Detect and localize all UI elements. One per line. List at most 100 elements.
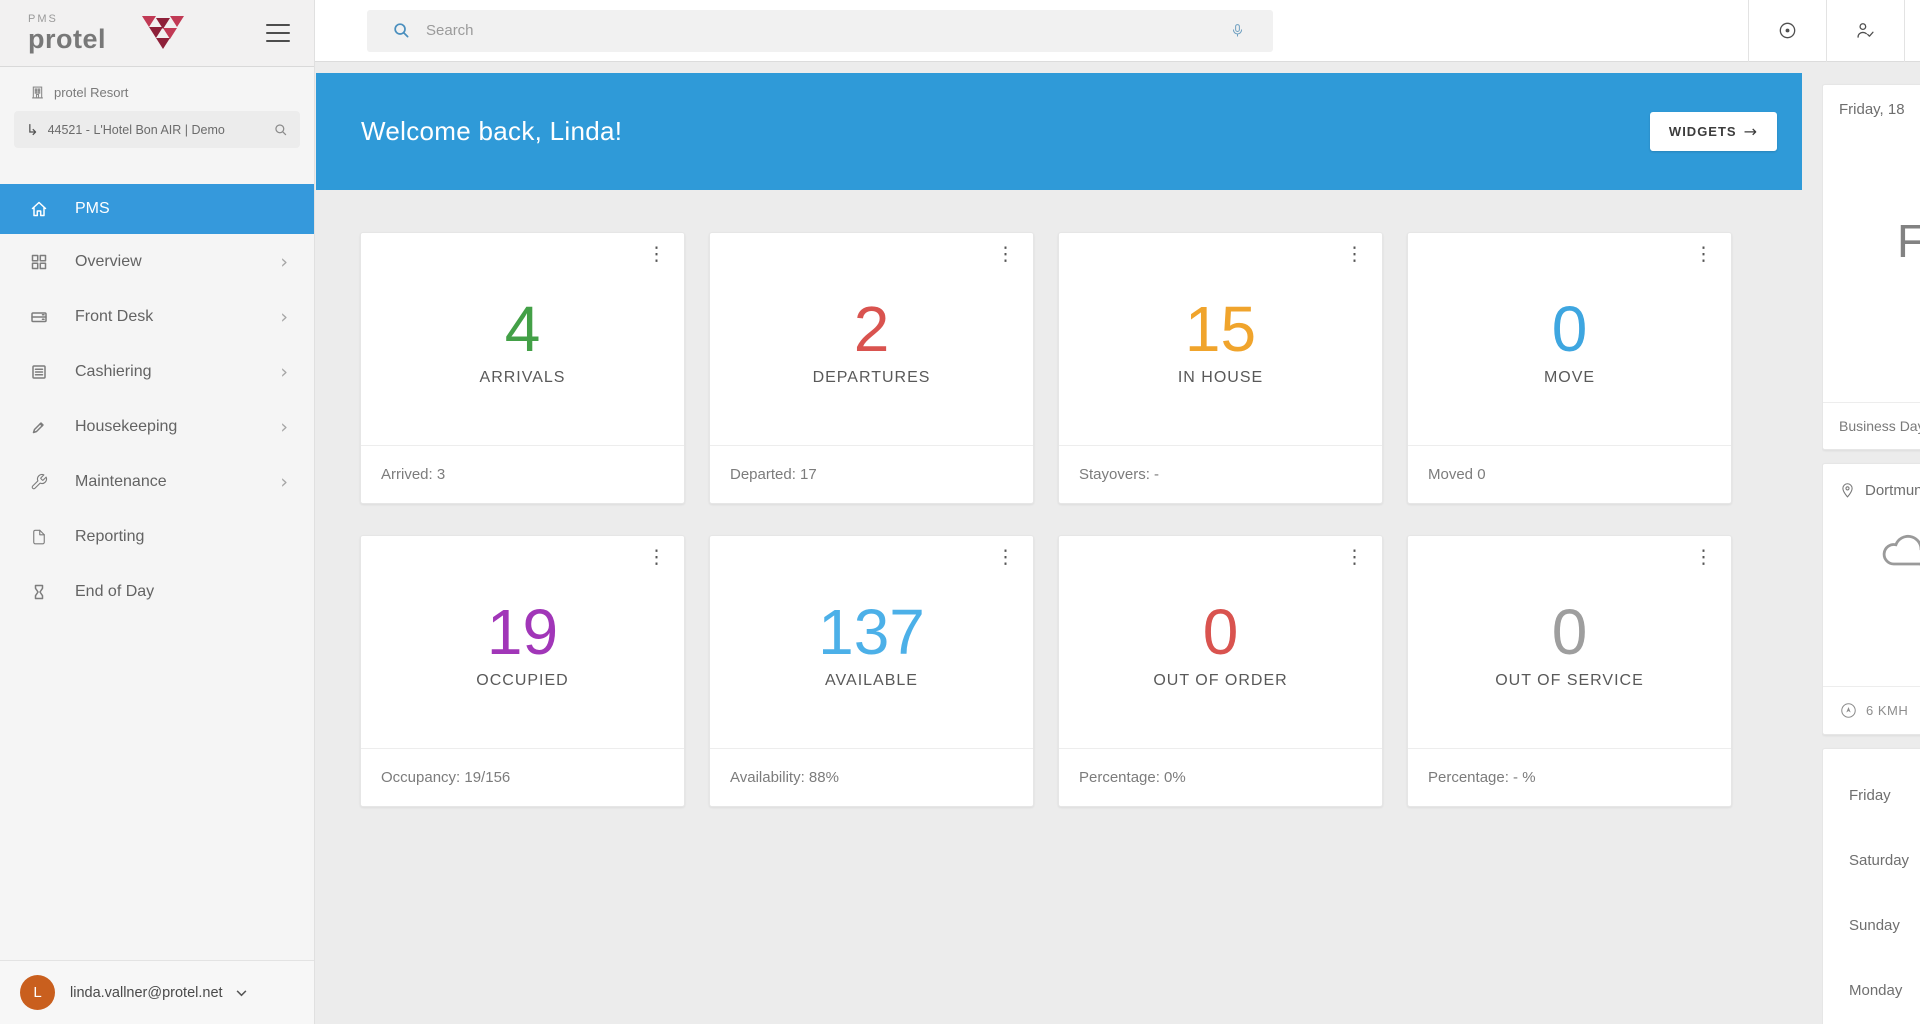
kebab-menu-icon[interactable]: ⋮ xyxy=(996,243,1015,265)
weather-location-label: Dortmund xyxy=(1865,482,1920,499)
kpi-cards-grid: ⋮ 4 ARRIVALS Arrived: 3 ⋮ 2 DEPARTURES xyxy=(360,232,1822,807)
topbar xyxy=(315,0,1920,62)
main-area: Welcome back, Linda! WIDGETS → ⋮ 4 ARRIV… xyxy=(315,0,1920,1024)
record-target-button[interactable] xyxy=(1748,0,1826,62)
kebab-menu-icon[interactable]: ⋮ xyxy=(1345,546,1364,568)
right-widget-panel: Friday, 18 F Business Day Dortmund xyxy=(1822,62,1920,1024)
chevron-right-icon: › xyxy=(280,415,288,438)
weather-widget: Dortmund 6 KMH xyxy=(1822,463,1920,735)
sidebar-item-label: Housekeeping xyxy=(75,417,178,435)
global-search xyxy=(367,9,1273,52)
target-icon xyxy=(1779,22,1796,39)
sidebar-item-label: End of Day xyxy=(75,582,155,600)
return-arrow-icon: ↳ xyxy=(26,120,39,139)
sidebar-item-pms[interactable]: PMS xyxy=(0,184,314,234)
avatar: L xyxy=(20,975,55,1010)
search-input[interactable] xyxy=(426,22,1247,39)
grid-icon xyxy=(30,253,48,271)
chevron-right-icon: › xyxy=(280,360,288,383)
kebab-menu-icon[interactable]: ⋮ xyxy=(647,546,666,568)
kpi-card-move: ⋮ 0 MOVE Moved 0 xyxy=(1407,232,1732,504)
document-icon xyxy=(30,528,48,546)
kpi-footer: Availability: 88% xyxy=(710,748,1033,806)
hourglass-icon xyxy=(30,583,48,601)
sidebar-item-end-of-day[interactable]: End of Day xyxy=(0,564,314,619)
protel-triangles-icon xyxy=(140,15,188,52)
wrench-icon xyxy=(30,473,48,491)
sidebar-item-label: PMS xyxy=(75,200,110,217)
kpi-label: MOVE xyxy=(1543,369,1596,387)
kpi-footer: Departed: 17 xyxy=(710,445,1033,503)
forecast-row: Sunday xyxy=(1849,917,1900,934)
forecast-row: Friday xyxy=(1849,787,1891,804)
kpi-footer: Occupancy: 19/156 xyxy=(361,748,684,806)
kebab-menu-icon[interactable]: ⋮ xyxy=(1345,243,1364,265)
property-group-label: protel Resort xyxy=(54,85,129,100)
kpi-label: AVAILABLE xyxy=(825,672,918,690)
kpi-footer: Arrived: 3 xyxy=(361,445,684,503)
sidebar-item-reporting[interactable]: Reporting xyxy=(0,509,314,564)
logo-protel-text: protel xyxy=(28,23,107,54)
kpi-label: DEPARTURES xyxy=(812,369,931,387)
weather-location: Dortmund xyxy=(1823,464,1920,499)
user-menu[interactable]: L linda.vallner@protel.net xyxy=(0,960,314,1024)
widgets-button[interactable]: WIDGETS → xyxy=(1649,112,1777,151)
desk-icon xyxy=(30,308,48,326)
sidebar-item-cashiering[interactable]: Cashiering › xyxy=(0,344,314,399)
sidebar-item-housekeeping[interactable]: Housekeeping › xyxy=(0,399,314,454)
content: Welcome back, Linda! WIDGETS → ⋮ 4 ARRIV… xyxy=(315,62,1920,1024)
building-icon xyxy=(32,86,43,99)
kpi-label: OCCUPIED xyxy=(476,672,569,690)
sidebar-item-overview[interactable]: Overview › xyxy=(0,234,314,289)
pencil-icon xyxy=(30,418,48,436)
kpi-card-out-of-order: ⋮ 0 OUT OF ORDER Percentage: 0% xyxy=(1058,535,1383,807)
person-check-icon xyxy=(1857,23,1874,38)
topbar-divider xyxy=(1904,0,1920,62)
sidebar-item-label: Overview xyxy=(75,252,142,270)
wind-speed: 6 KMH xyxy=(1823,686,1920,734)
list-icon xyxy=(30,363,48,381)
kpi-card-arrivals: ⋮ 4 ARRIVALS Arrived: 3 xyxy=(360,232,685,504)
hamburger-menu-icon[interactable] xyxy=(266,24,290,42)
property-selector-value: 44521 - L'Hotel Bon AIR | Demo xyxy=(47,122,225,137)
clock-big-text: F xyxy=(1897,215,1920,267)
home-icon xyxy=(30,200,48,218)
sidebar-nav: PMS Overview › Front Desk › Cas xyxy=(0,164,314,619)
kpi-card-available: ⋮ 137 AVAILABLE Availability: 88% xyxy=(709,535,1034,807)
sidebar-item-maintenance[interactable]: Maintenance › xyxy=(0,454,314,509)
microphone-icon[interactable] xyxy=(1230,20,1245,46)
business-day-label: Business Day xyxy=(1823,402,1920,449)
kebab-menu-icon[interactable]: ⋮ xyxy=(647,243,666,265)
kebab-menu-icon[interactable]: ⋮ xyxy=(1694,546,1713,568)
kpi-value: 0 xyxy=(1551,292,1588,365)
kebab-menu-icon[interactable]: ⋮ xyxy=(996,546,1015,568)
logo-pms-text: PMS xyxy=(28,12,58,25)
chevron-down-icon xyxy=(236,984,247,1002)
property-group[interactable]: protel Resort xyxy=(30,85,314,100)
user-email: linda.vallner@protel.net xyxy=(70,984,223,1001)
kpi-value: 15 xyxy=(1184,292,1257,365)
kpi-value: 0 xyxy=(1551,595,1588,668)
kpi-label: IN HOUSE xyxy=(1177,369,1264,387)
kpi-footer: Percentage: - % xyxy=(1408,748,1731,806)
sidebar-item-front-desk[interactable]: Front Desk › xyxy=(0,289,314,344)
kebab-menu-icon[interactable]: ⋮ xyxy=(1694,243,1713,265)
kpi-label: ARRIVALS xyxy=(479,369,566,387)
kpi-footer: Stayovers: - xyxy=(1059,445,1382,503)
center-column: Welcome back, Linda! WIDGETS → ⋮ 4 ARRIV… xyxy=(315,62,1822,1024)
sidebar: PMS protel xyxy=(0,0,315,1024)
cloud-icon xyxy=(1871,525,1920,582)
forecast-widget: Friday Saturday Sunday Monday xyxy=(1822,748,1920,1024)
welcome-heading: Welcome back, Linda! xyxy=(361,116,623,146)
arrow-right-icon: → xyxy=(1743,122,1758,141)
kpi-footer: Percentage: 0% xyxy=(1059,748,1382,806)
search-icon xyxy=(394,23,409,38)
search-icon[interactable] xyxy=(274,123,288,137)
kpi-value: 19 xyxy=(486,595,559,668)
property-selector[interactable]: ↳ 44521 - L'Hotel Bon AIR | Demo xyxy=(14,111,300,148)
wind-speed-icon xyxy=(1841,703,1856,718)
kpi-value: 4 xyxy=(504,292,541,365)
user-check-button[interactable] xyxy=(1826,0,1904,62)
forecast-row: Saturday xyxy=(1849,852,1910,869)
